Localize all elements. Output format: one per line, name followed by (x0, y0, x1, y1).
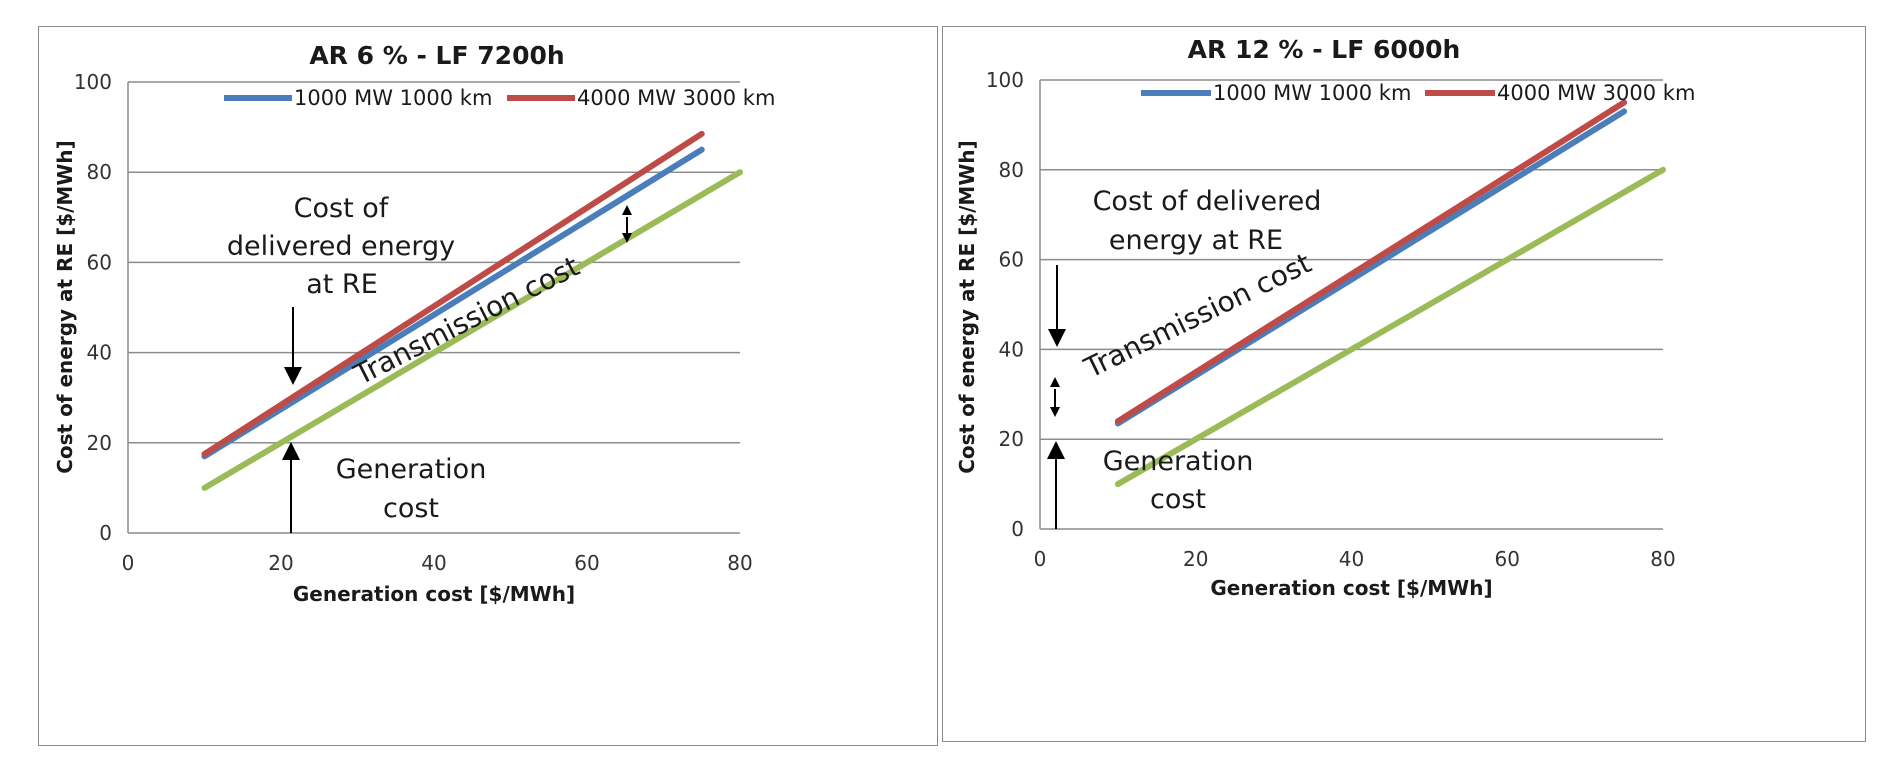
x-tick-label-left-0: 0 (122, 551, 135, 575)
annotation-double-arrow-top-right (1050, 377, 1060, 387)
chart-panel-right: 0 20 40 60 80 100 0 20 40 60 80 AR 12 % - LF 6000h G… (942, 26, 1866, 742)
y-tick-label-left-80: 80 (87, 160, 112, 184)
legend-label-left-0: 1000 MW 1000 km (294, 86, 492, 110)
annotation-generation-left-0: Generation (336, 454, 487, 485)
series-line-right-generation (1114, 166, 1666, 488)
y-tick-label-left-60: 60 (87, 250, 112, 274)
annotation-delivered-right-1: energy at RE (1109, 225, 1283, 256)
x-tick-label-left-40: 40 (421, 551, 446, 575)
y-tick-label-right-20: 20 (999, 427, 1024, 451)
annotation-transmission-left: Transmission cost (348, 250, 585, 392)
annotation-arrowhead-delivered-left (284, 367, 302, 385)
y-tick-label-left-0: 0 (99, 521, 112, 545)
y-tick-label-left-40: 40 (87, 341, 112, 365)
annotation-arrowhead-generation-left (282, 442, 300, 460)
y-tick-label-right-40: 40 (999, 337, 1024, 361)
x-axis-title-right: Generation cost [$/MWh] (1210, 576, 1492, 600)
annotation-generation-left-1: cost (383, 493, 439, 524)
series-line-right-4000mw (1114, 99, 1628, 425)
annotation-arrowhead-generation-right (1047, 441, 1065, 459)
legend-label-left-1: 4000 MW 3000 km (577, 86, 775, 110)
chart-svg-left: 0 20 40 60 80 100 0 20 40 60 80 AR 6 % - LF 7200h Ge… (53, 41, 775, 606)
x-tick-label-right-60: 60 (1495, 547, 1520, 571)
y-tick-label-left-20: 20 (87, 431, 112, 455)
x-tick-label-left-60: 60 (574, 551, 599, 575)
annotation-delivered-left-0: Cost of (294, 193, 390, 224)
legend-label-right-1: 4000 MW 3000 km (1497, 81, 1695, 105)
series-line-left-1000mw (201, 146, 705, 460)
legend-label-right-0: 1000 MW 1000 km (1213, 81, 1411, 105)
annotation-double-arrow-top-left (622, 205, 632, 215)
series-line-left-4000mw (201, 130, 705, 458)
annotation-double-arrow-bottom-right (1050, 407, 1060, 417)
x-tick-label-left-80: 80 (727, 551, 752, 575)
annotation-delivered-left-2: at RE (306, 269, 378, 300)
y-tick-label-right-100: 100 (986, 68, 1024, 92)
annotation-delivered-right-0: Cost of delivered (1093, 186, 1322, 217)
annotation-generation-right-0: Generation (1103, 446, 1254, 477)
chart-svg-right: 0 20 40 60 80 100 0 20 40 60 80 AR 12 % - LF 6000h G… (955, 35, 1695, 600)
y-axis-title-right: Cost of energy at RE [$/MWh] (955, 140, 979, 474)
y-tick-label-right-0: 0 (1011, 517, 1024, 541)
y-tick-label-left-100: 100 (74, 70, 112, 94)
y-tick-label-right-60: 60 (999, 248, 1024, 272)
x-axis-title-left: Generation cost [$/MWh] (293, 582, 575, 606)
annotation-double-arrow-bottom-left (622, 233, 632, 243)
chart-title-left: AR 6 % - LF 7200h (309, 41, 564, 70)
x-tick-label-right-80: 80 (1650, 547, 1675, 571)
x-tick-label-left-20: 20 (268, 551, 293, 575)
y-tick-label-right-80: 80 (999, 158, 1024, 182)
annotation-arrowhead-delivered-right (1048, 329, 1066, 347)
series-line-left-generation (201, 169, 743, 491)
x-tick-label-right-20: 20 (1183, 547, 1208, 571)
y-axis-title-left: Cost of energy at RE [$/MWh] (53, 140, 77, 474)
annotation-generation-right-1: cost (1150, 484, 1206, 515)
x-tick-label-right-0: 0 (1034, 547, 1047, 571)
annotation-delivered-left-1: delivered energy (227, 231, 455, 262)
x-tick-label-right-40: 40 (1339, 547, 1364, 571)
chart-panel-left: 0 20 40 60 80 100 0 20 40 60 80 AR 6 % - LF 7200h Ge… (38, 26, 938, 746)
chart-title-right: AR 12 % - LF 6000h (1188, 35, 1461, 64)
